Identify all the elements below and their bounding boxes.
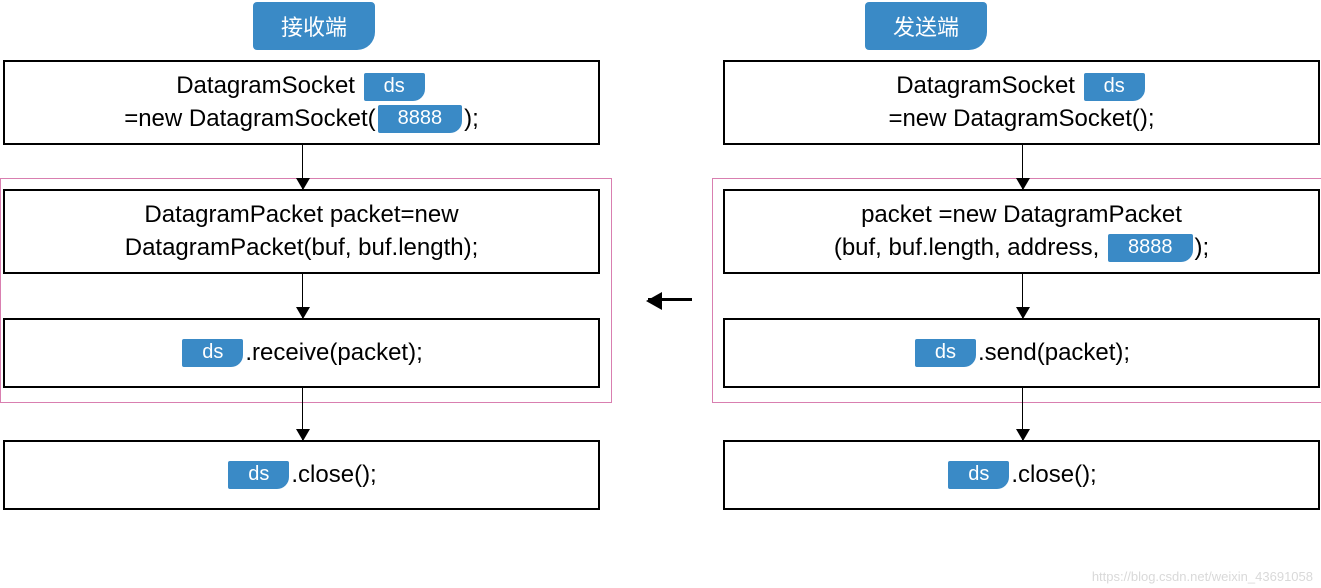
receiver-step2-box: DatagramPacket packet=new DatagramPacket… <box>3 189 600 274</box>
receiver-step1-text-b: =new DatagramSocket( <box>124 105 375 132</box>
ds-chip: ds <box>1084 73 1145 101</box>
receiver-step1-line2: =new DatagramSocket(8888); <box>124 103 479 135</box>
sender-step3-line: ds.send(packet); <box>913 337 1130 369</box>
receiver-step1-line1: DatagramSocket ds <box>176 70 427 102</box>
sender-step2-line1: packet =new DatagramPacket <box>861 199 1182 231</box>
receiver-step2-line2: DatagramPacket(buf, buf.length); <box>125 232 479 264</box>
receiver-step3-line: ds.receive(packet); <box>180 337 423 369</box>
ds-chip: ds <box>915 339 976 367</box>
sender-step2-text-a: (buf, buf.length, address, <box>834 234 1106 261</box>
sender-step1-text-a: DatagramSocket <box>896 72 1081 99</box>
ds-chip: ds <box>364 73 425 101</box>
sender-step4-text: .close(); <box>1011 461 1096 488</box>
receiver-step1-text-a: DatagramSocket <box>176 72 361 99</box>
arrow-down-icon <box>1022 388 1023 440</box>
port-chip: 8888 <box>378 105 463 133</box>
ds-chip: ds <box>948 461 1009 489</box>
sender-step3-box: ds.send(packet); <box>723 318 1320 388</box>
sender-step3-text: .send(packet); <box>978 339 1130 366</box>
arrow-down-icon <box>1022 145 1023 189</box>
sender-header-text: 发送端 <box>893 15 959 40</box>
receiver-step4-box: ds.close(); <box>3 440 600 510</box>
arrow-down-icon <box>302 145 303 189</box>
watermark-text: https://blog.csdn.net/weixin_43691058 <box>1092 569 1313 584</box>
receiver-step3-box: ds.receive(packet); <box>3 318 600 388</box>
arrow-down-icon <box>302 388 303 440</box>
sender-step1-line1: DatagramSocket ds <box>896 70 1147 102</box>
ds-chip: ds <box>182 339 243 367</box>
receiver-step3-text: .receive(packet); <box>245 339 422 366</box>
sender-step2-box: packet =new DatagramPacket (buf, buf.len… <box>723 189 1320 274</box>
receiver-header: 接收端 <box>253 2 375 50</box>
port-chip: 8888 <box>1108 234 1193 262</box>
sender-header: 发送端 <box>865 2 987 50</box>
sender-step4-line: ds.close(); <box>946 459 1096 491</box>
sender-step2-text-b: ); <box>1195 234 1210 261</box>
receiver-step1-box: DatagramSocket ds =new DatagramSocket(88… <box>3 60 600 145</box>
arrow-down-icon <box>302 274 303 318</box>
receiver-step4-text: .close(); <box>291 461 376 488</box>
receiver-step4-line: ds.close(); <box>226 459 376 491</box>
sender-step4-box: ds.close(); <box>723 440 1320 510</box>
ds-chip: ds <box>228 461 289 489</box>
receiver-header-text: 接收端 <box>281 15 347 40</box>
receiver-step2-line1: DatagramPacket packet=new <box>144 199 458 231</box>
sender-step1-box: DatagramSocket ds =new DatagramSocket(); <box>723 60 1320 145</box>
sender-step1-line2: =new DatagramSocket(); <box>888 103 1154 135</box>
receiver-step1-text-c: ); <box>464 105 479 132</box>
arrow-down-icon <box>1022 274 1023 318</box>
arrow-left-icon <box>648 298 692 301</box>
sender-step2-line2: (buf, buf.length, address, 8888); <box>834 232 1209 264</box>
